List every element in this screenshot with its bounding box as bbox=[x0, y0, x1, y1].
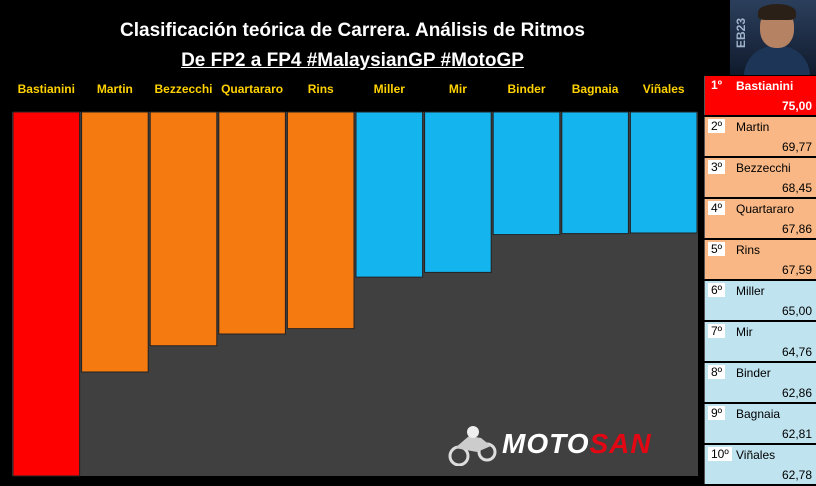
ranking-value: 67,59 bbox=[781, 263, 812, 277]
ranking-rider: Mir bbox=[736, 325, 753, 339]
category-label: Miller bbox=[374, 82, 406, 96]
ranking-value: 65,00 bbox=[781, 304, 812, 318]
ranking-position: 9º bbox=[708, 406, 726, 420]
ranking-value: 62,78 bbox=[781, 468, 812, 482]
ranking-position: 4º bbox=[708, 201, 726, 215]
category-label: Bastianini bbox=[18, 82, 75, 96]
ranking-rider: Quartararo bbox=[736, 202, 795, 216]
logo-text-moto: MOTO bbox=[502, 428, 590, 459]
category-label: Quartararo bbox=[221, 82, 283, 96]
ranking-value: 69,77 bbox=[781, 140, 812, 154]
ranking-row: 8º Binder 62,86 bbox=[704, 363, 816, 402]
bar-quartararo bbox=[218, 111, 286, 335]
ranking-value: 68,45 bbox=[781, 181, 812, 195]
category-label: Bezzecchi bbox=[154, 82, 212, 96]
ranking-position: 3º bbox=[708, 160, 726, 174]
photo-number: EB23 bbox=[734, 17, 748, 48]
bar-miller bbox=[355, 111, 424, 278]
ranking-position: 1º bbox=[711, 78, 723, 92]
bar-bastianini bbox=[12, 111, 81, 477]
ranking-value: 75,00 bbox=[781, 99, 812, 113]
ranking-position: 2º bbox=[708, 119, 726, 133]
ranking-value: 62,81 bbox=[781, 427, 812, 441]
motorcycle-icon bbox=[448, 426, 497, 466]
category-label: Viñales bbox=[643, 82, 685, 96]
ranking-value: 64,76 bbox=[781, 345, 812, 359]
ranking-row: 3º Bezzecchi 68,45 bbox=[704, 158, 816, 197]
chart-subtitle: De FP2 a FP4 #MalaysianGP #MotoGP bbox=[181, 50, 524, 71]
ranking-position: 5º bbox=[708, 242, 726, 256]
ranking-value: 62,86 bbox=[781, 386, 812, 400]
chart-title: Clasificación teórica de Carrera. Anális… bbox=[120, 20, 585, 41]
motosan-logo: MOTOSAN bbox=[447, 420, 697, 468]
ranking-row: 4º Quartararo 67,86 bbox=[704, 199, 816, 238]
ranking-position: 8º bbox=[708, 365, 726, 379]
bar-martin bbox=[81, 111, 149, 373]
category-label: Rins bbox=[308, 82, 334, 96]
ranking-rider: Rins bbox=[736, 243, 761, 257]
bar-bagnaia bbox=[561, 111, 629, 235]
ranking-position: 7º bbox=[708, 324, 726, 338]
bar-viñales bbox=[629, 111, 698, 234]
photo-hair bbox=[758, 4, 796, 20]
ranking-row: 9º Bagnaia 62,81 bbox=[704, 404, 816, 443]
ranking-rider: Bezzecchi bbox=[736, 161, 791, 175]
bar-bezzecchi bbox=[149, 111, 218, 347]
category-label: Mir bbox=[449, 82, 467, 96]
category-label: Martin bbox=[97, 82, 133, 96]
ranking-rider: Miller bbox=[736, 284, 765, 298]
ranking-rider: Viñales bbox=[736, 448, 776, 462]
ranking-position: 6º bbox=[708, 283, 726, 297]
ranking-row: 2º Martin 69,77 bbox=[704, 117, 816, 156]
bar-mir bbox=[424, 111, 492, 273]
photo-body bbox=[744, 46, 810, 75]
bar-binder bbox=[492, 111, 561, 236]
bar-rins bbox=[286, 111, 355, 330]
ranking-row: 6º Miller 65,00 bbox=[704, 281, 816, 320]
category-label: Bagnaia bbox=[572, 82, 619, 96]
rider-photo: EB23 bbox=[730, 0, 816, 75]
logo-text-san: SAN bbox=[589, 428, 652, 459]
ranking-rider: Bastianini bbox=[736, 79, 794, 93]
category-label: Binder bbox=[507, 82, 545, 96]
bar-chart: Bastianini Martin Bezzecchi Quartararo Rins M… bbox=[12, 82, 698, 477]
ranking-row: 1º Bastianini 75,00 bbox=[704, 76, 816, 115]
ranking-row: 7º Mir 64,76 bbox=[704, 322, 816, 361]
ranking-row: 10º Viñales 62,78 bbox=[704, 445, 816, 484]
ranking-list: 1º Bastianini 75,00 2º Martin 69,77 3º Bezzecch… bbox=[704, 76, 816, 486]
logo-text: MOTOSAN bbox=[502, 428, 652, 460]
ranking-rider: Bagnaia bbox=[736, 407, 781, 421]
ranking-position: 10º bbox=[708, 447, 732, 461]
ranking-rider: Martin bbox=[736, 120, 770, 134]
ranking-value: 67,86 bbox=[781, 222, 812, 236]
ranking-rider: Binder bbox=[736, 366, 771, 380]
ranking-row: 5º Rins 67,59 bbox=[704, 240, 816, 279]
